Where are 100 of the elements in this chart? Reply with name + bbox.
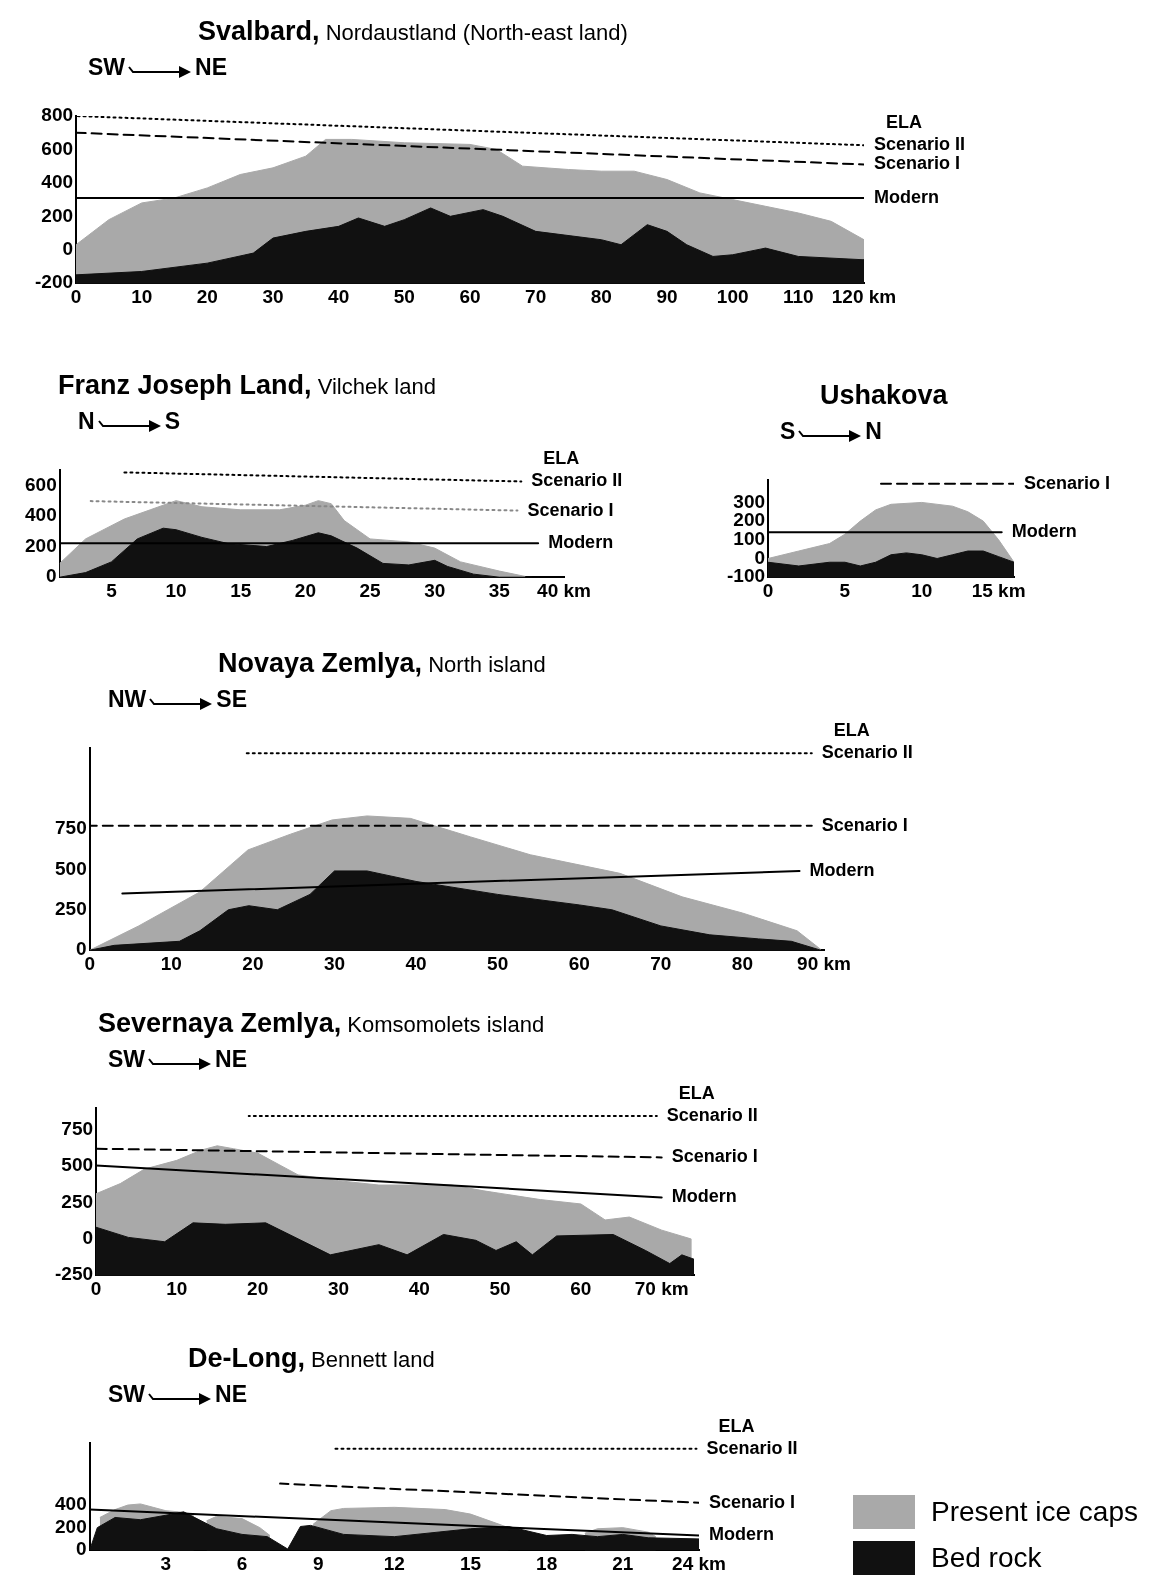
y-tick-label: 0	[82, 1227, 94, 1249]
series-label: Scenario I	[527, 499, 614, 520]
x-tick-label: 50	[487, 952, 509, 974]
text: SW	[88, 53, 126, 81]
text: SW	[108, 1380, 146, 1408]
text: S	[164, 407, 180, 435]
x-tick-label: 10	[911, 579, 933, 601]
x-tick-label: 20	[242, 952, 264, 974]
series-label: Scenario I	[821, 814, 908, 835]
x-tick-label: 60	[570, 1277, 592, 1299]
chart-subtitle: Komsomolets island	[346, 1012, 545, 1037]
series-label: Modern	[874, 186, 939, 207]
text: NE	[215, 1045, 248, 1073]
chart-subtitle: Nordaustland (North-east land)	[324, 20, 628, 45]
text: ELA	[543, 448, 580, 469]
text: ELA	[833, 720, 870, 741]
y-tick-label: 0	[76, 1538, 87, 1560]
chart-subtitle: North island	[427, 652, 546, 677]
text: SE	[216, 685, 248, 713]
text: NE	[195, 53, 228, 81]
x-tick-label: 70 km	[634, 1277, 689, 1299]
x-tick-label: 80	[731, 952, 753, 974]
series-label: Scenario I	[709, 1491, 796, 1512]
x-tick-label: 15	[230, 579, 252, 601]
x-tick-label: 18	[536, 1552, 558, 1574]
text: ELA	[678, 1082, 715, 1103]
x-tick-label: 24 km	[672, 1552, 726, 1574]
text: SW	[108, 1045, 146, 1073]
x-tick-label: 25	[359, 579, 382, 601]
x-tick-label: 30	[327, 1277, 350, 1299]
x-tick-label: 40 km	[537, 579, 591, 601]
x-tick-label: 30	[323, 952, 346, 974]
x-tick-label: 60	[568, 952, 590, 974]
x-tick-label: 90 km	[797, 952, 851, 974]
y-tick-label: 600	[25, 473, 57, 495]
x-tick-label: 12	[383, 1552, 405, 1574]
series-label: Modern	[709, 1524, 774, 1545]
y-tick-label: 500	[55, 857, 87, 879]
series-label: Scenario I	[671, 1146, 758, 1167]
chart-title: Franz Joseph Land,	[58, 370, 312, 400]
x-tick-label: 110	[783, 285, 814, 307]
x-tick-label: 30	[262, 285, 284, 307]
x-tick-label: 15	[459, 1552, 482, 1574]
x-tick-label: 20	[247, 1277, 269, 1299]
y-tick-label: 800	[41, 104, 74, 126]
y-tick-label: 200	[25, 534, 57, 556]
x-tick-label: 10	[131, 285, 153, 307]
legend-label: Bed rock	[931, 1542, 1042, 1574]
x-tick-label: 30	[424, 579, 446, 601]
x-tick-label: 5	[839, 579, 851, 601]
y-tick-label: 200	[55, 1515, 87, 1537]
text: ELA	[886, 112, 922, 133]
x-tick-label: 15 km	[971, 579, 1026, 601]
x-tick-label: 10	[166, 1277, 188, 1299]
text: NW	[108, 685, 147, 713]
x-tick-label: 70	[650, 952, 672, 974]
series-label: Scenario I	[874, 153, 961, 174]
series-label: Scenario II	[874, 134, 966, 155]
series-label: Modern	[809, 859, 875, 880]
text: ELA	[718, 1415, 755, 1436]
y-tick-label: 0	[62, 237, 74, 259]
x-tick-label: 9	[312, 1552, 324, 1574]
chart-title: Ushakova	[820, 380, 948, 410]
x-tick-label: 40	[328, 285, 350, 307]
series-label: Modern	[671, 1186, 737, 1207]
x-tick-label: 50	[489, 1277, 511, 1299]
x-tick-label: 10	[160, 952, 182, 974]
x-tick-label: 5	[106, 579, 118, 601]
legend-label: Present ice caps	[931, 1496, 1138, 1528]
x-tick-label: 6	[236, 1552, 248, 1574]
y-tick-label: 400	[55, 1493, 87, 1515]
y-tick-label: 750	[55, 817, 87, 839]
chart-subtitle: Bennett land	[310, 1347, 435, 1372]
x-tick-label: 21	[612, 1552, 634, 1574]
series-label: Scenario II	[531, 470, 623, 491]
text: N	[78, 407, 95, 435]
x-tick-label: 20	[294, 579, 316, 601]
y-tick-label: 200	[733, 509, 766, 531]
y-tick-label: 0	[76, 938, 87, 960]
chart-title: Svalbard,	[198, 16, 320, 46]
y-tick-label: 200	[41, 204, 74, 226]
x-tick-label: 20	[196, 285, 218, 307]
x-tick-label: 60	[459, 285, 481, 307]
chart-title: De-Long,	[188, 1343, 305, 1373]
text: N	[865, 417, 882, 445]
y-tick-label: 0	[46, 565, 57, 587]
chart-subtitle: Vilchek land	[316, 374, 436, 399]
y-tick-label: 750	[61, 1118, 94, 1140]
x-tick-label: 40	[405, 952, 427, 974]
x-tick-label: 100	[716, 285, 749, 307]
y-tick-label: 250	[55, 897, 87, 919]
x-tick-label: 70	[525, 285, 547, 307]
y-tick-label: 500	[61, 1154, 94, 1176]
series-label: Scenario II	[706, 1437, 798, 1458]
y-tick-label: 600	[41, 137, 74, 159]
x-tick-label: 10	[165, 579, 187, 601]
y-tick-label: 250	[61, 1190, 94, 1212]
y-tick-label: 400	[25, 504, 57, 526]
y-tick-label: 400	[41, 171, 74, 193]
x-tick-label: 80	[590, 285, 612, 307]
